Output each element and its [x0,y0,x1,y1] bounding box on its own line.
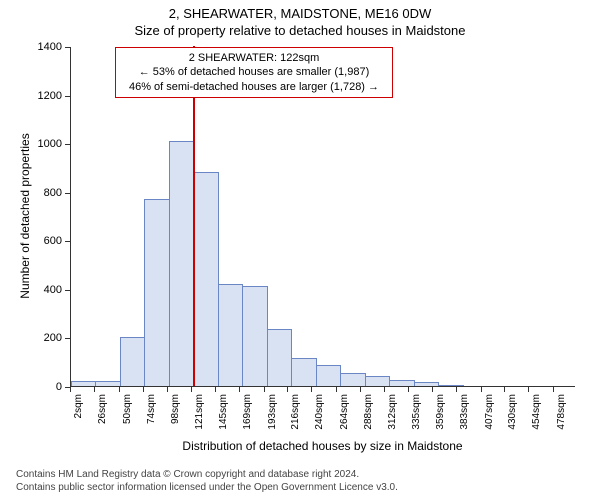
x-tick-mark [70,387,71,392]
x-tick-label: 26sqm [97,394,108,424]
histogram-bar [95,381,120,386]
x-tick-label: 264sqm [339,394,350,430]
annotation-line3: 46% of semi-detached houses are larger (… [122,80,386,94]
x-tick-label: 288sqm [363,394,374,430]
histogram-bar [193,172,218,386]
x-tick-label: 312sqm [387,394,398,430]
x-tick-label: 359sqm [435,394,446,430]
x-tick-mark [408,387,409,392]
x-tick-label: 407sqm [484,394,495,430]
x-tick-label: 74sqm [146,394,157,424]
histogram-bar [291,358,316,386]
x-tick-label: 145sqm [218,394,229,430]
histogram-bar [340,373,365,386]
histogram-bar [267,329,292,386]
x-tick-mark [191,387,192,392]
x-tick-mark [528,387,529,392]
x-tick-mark [264,387,265,392]
y-tick-mark [65,96,70,97]
x-tick-mark [504,387,505,392]
histogram-bar [242,286,267,386]
x-tick-mark [119,387,120,392]
histogram-bar [120,337,145,386]
x-tick-label: 454sqm [531,394,542,430]
x-tick-mark [432,387,433,392]
annotation-callout: 2 SHEARWATER: 122sqm ← 53% of detached h… [115,47,393,98]
y-tick-label: 0 [22,381,62,393]
y-tick-mark [65,193,70,194]
x-tick-label: 430sqm [507,394,518,430]
x-tick-mark [481,387,482,392]
y-axis-ticks: 0200400600800100012001400 [0,47,70,387]
x-tick-mark [167,387,168,392]
x-tick-label: 216sqm [290,394,301,430]
x-axis-label: Distribution of detached houses by size … [70,439,575,453]
y-tick-mark [65,241,70,242]
x-tick-mark [456,387,457,392]
x-tick-mark [215,387,216,392]
annotation-line2: ← 53% of detached houses are smaller (1,… [122,65,386,79]
x-tick-label: 98sqm [170,394,181,424]
x-tick-label: 240sqm [314,394,325,430]
x-tick-mark [336,387,337,392]
histogram-bar [71,381,96,386]
annotation-line1: 2 SHEARWATER: 122sqm [122,51,386,65]
histogram-bar [169,141,194,386]
x-tick-label: 169sqm [242,394,253,430]
histogram-bar [414,382,439,386]
x-tick-label: 2sqm [73,394,84,418]
footer-line2: Contains public sector information licen… [16,481,398,494]
histogram-plot [70,47,575,387]
address-title: 2, SHEARWATER, MAIDSTONE, ME16 0DW [0,6,600,21]
histogram-bar [438,385,463,386]
histogram-bar [144,199,169,386]
x-tick-label: 50sqm [122,394,133,424]
x-tick-label: 121sqm [194,394,205,430]
x-tick-mark [360,387,361,392]
histogram-bar [316,365,341,386]
x-tick-mark [384,387,385,392]
y-tick-mark [65,338,70,339]
histogram-bar [389,380,414,386]
subtitle: Size of property relative to detached ho… [0,23,600,38]
footer-attribution: Contains HM Land Registry data © Crown c… [16,468,398,494]
x-tick-mark [143,387,144,392]
y-tick-mark [65,290,70,291]
x-axis-ticks: 2sqm 26sqm 50sqm 74sqm 98sqm 121sqm 145sqm 169s… [70,387,575,437]
x-tick-label: 335sqm [411,394,422,430]
x-tick-mark [311,387,312,392]
chart-header: 2, SHEARWATER, MAIDSTONE, ME16 0DW Size … [0,0,600,38]
y-tick-label: 1400 [22,41,62,53]
x-tick-mark [94,387,95,392]
y-tick-label: 200 [22,332,62,344]
y-tick-label: 1200 [22,90,62,102]
x-tick-label: 383sqm [459,394,470,430]
histogram-bar [365,376,390,386]
x-tick-mark [287,387,288,392]
x-tick-mark [239,387,240,392]
footer-line1: Contains HM Land Registry data © Crown c… [16,468,398,481]
y-axis-label: Number of detached properties [18,116,32,316]
y-tick-mark [65,144,70,145]
x-tick-label: 193sqm [267,394,278,430]
y-tick-mark [65,47,70,48]
histogram-bar [218,284,243,386]
x-tick-mark [553,387,554,392]
x-tick-label: 478sqm [556,394,567,430]
